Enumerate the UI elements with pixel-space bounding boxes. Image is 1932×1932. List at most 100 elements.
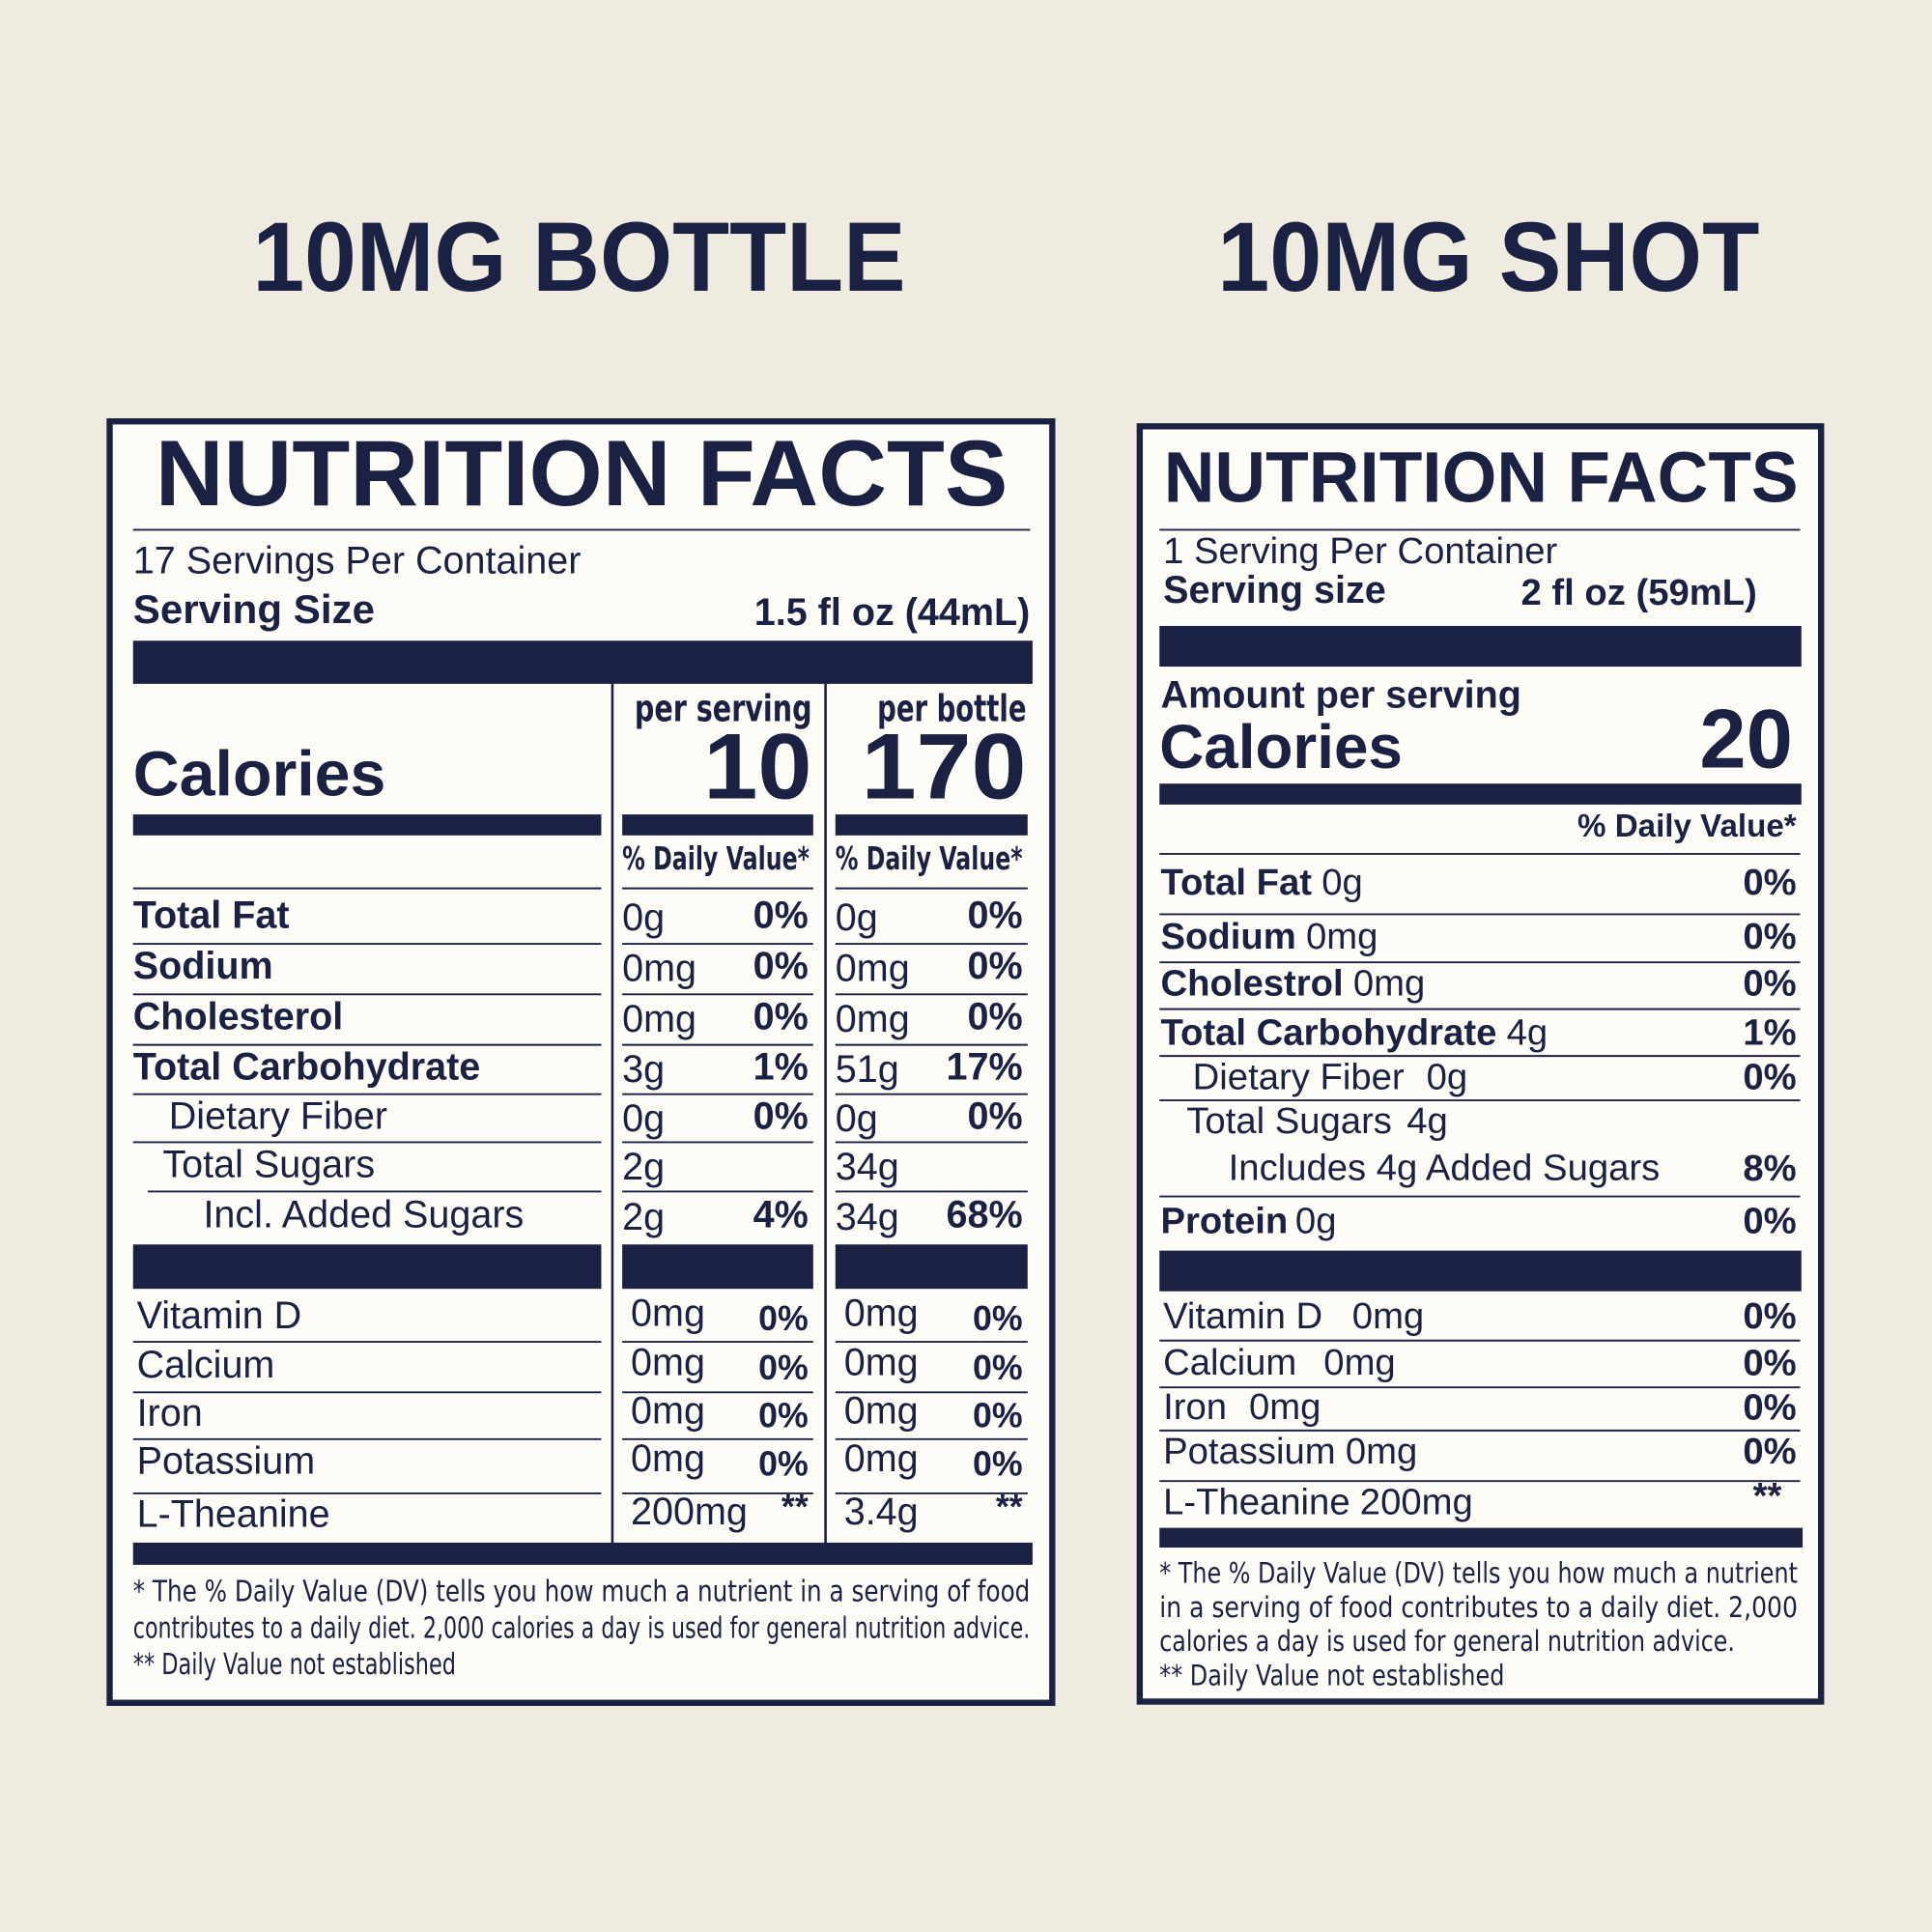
amount: 0mg (836, 998, 910, 1040)
column-header: per serving (635, 687, 812, 730)
amount: 0mg (631, 1389, 705, 1432)
amount: 0g (836, 896, 878, 939)
amount: 0g (622, 1097, 665, 1140)
daily-value: 0% (1743, 1431, 1796, 1472)
amount: 0mg (631, 1342, 705, 1384)
amount: 0g (836, 1097, 878, 1140)
nutrient-row: Vitamin D 0mg (1163, 1295, 1424, 1337)
amount: 0mg (622, 948, 696, 990)
daily-value: 0% (758, 1397, 809, 1435)
amount: 51g (836, 1048, 899, 1091)
rule-bar (1159, 783, 1802, 805)
serving-size-label: Serving size (1163, 569, 1386, 611)
amount: 0mg (631, 1437, 705, 1480)
nutrient-row: Total Fat 0g (1161, 862, 1363, 903)
nutrient-row: Includes 4g Added Sugars (1229, 1148, 1661, 1189)
rule-bar (1159, 625, 1802, 668)
footnote: contributes to a daily diet. 2,000 calor… (133, 1611, 1031, 1645)
rule-bar (1159, 1527, 1804, 1548)
amount: 4g (1406, 1100, 1448, 1142)
amount: 0mg (631, 1293, 705, 1335)
daily-value: 17% (947, 1046, 1023, 1089)
calories-value: 170 (862, 714, 1027, 819)
nutrient-name: Protein (1161, 1201, 1289, 1242)
amount: 0mg (844, 1342, 919, 1384)
dv-header: % Daily Value* (836, 839, 1023, 877)
footnote: calories a day is used for general nutri… (1159, 1625, 1735, 1658)
rule-bar (132, 1542, 1033, 1565)
daily-value: 4% (753, 1194, 809, 1236)
nutrient-name: Dietary Fiber (169, 1095, 387, 1138)
servings: 1 Serving Per Container (1163, 530, 1557, 572)
rule-bar (1159, 1250, 1802, 1292)
label-title: NUTRITION FACTS (156, 420, 1009, 526)
nutrient-name: Sodium (1161, 916, 1296, 957)
label-title: NUTRITION FACTS (1164, 438, 1799, 518)
amount: 0mg (844, 1389, 919, 1432)
amount: 0g (622, 896, 665, 939)
nutrient-name: Cholestrol (1161, 963, 1344, 1005)
daily-value: 0% (1743, 1386, 1796, 1428)
daily-value: 0% (968, 945, 1023, 987)
daily-value: 0% (1743, 963, 1796, 1005)
nutrient-name: Potassium (1163, 1431, 1336, 1472)
nutrient-name: Total Fat (133, 895, 290, 937)
footnote: ** Daily Value not established (133, 1648, 456, 1682)
serving-size: 1.5 fl oz (44mL) (754, 591, 1031, 634)
daily-value: 0% (973, 1349, 1023, 1387)
amount: 0mg (836, 948, 910, 990)
amount: 200mg (1360, 1482, 1473, 1523)
calories-value: 10 (703, 714, 811, 819)
rule-bar (622, 814, 813, 836)
nutrient-row: L-Theanine 200mg (1163, 1482, 1473, 1523)
nutrient-name: Iron (1163, 1386, 1227, 1428)
daily-value: 0% (1743, 862, 1796, 903)
daily-value: 0% (758, 1349, 809, 1387)
nutrient-row: Total Sugars 4g (1186, 1100, 1447, 1142)
nutrient-name: Calcium (1163, 1342, 1296, 1383)
daily-value: 0% (758, 1299, 809, 1338)
daily-value: 0% (973, 1444, 1023, 1483)
nutrient-name: Total Carbohydrate (1161, 1012, 1497, 1054)
amount: 0mg (844, 1293, 919, 1335)
daily-value: 0% (753, 995, 809, 1037)
nutrient-name: Dietary Fiber (1193, 1056, 1405, 1097)
nutrient-row: Potassium 0mg (1163, 1431, 1417, 1472)
daily-value: 0% (753, 1095, 809, 1138)
amount: 34g (836, 1196, 899, 1238)
daily-value: 0% (968, 895, 1023, 937)
amount: 0mg (622, 998, 696, 1040)
panel-heading: 10MG BOTTLE (252, 202, 905, 312)
daily-value: 1% (1743, 1012, 1796, 1054)
footnote: * The % Daily Value (DV) tells you how m… (1159, 1557, 1798, 1590)
label-box (106, 418, 1056, 1706)
daily-value: 0% (1743, 1056, 1796, 1097)
rule-bar (132, 640, 1033, 684)
vitamin-name: Vitamin D (137, 1294, 302, 1337)
nutrient-row: Total Carbohydrate 4g (1161, 1012, 1548, 1054)
daily-value: 0% (753, 895, 809, 937)
amount: 0mg (1249, 1386, 1321, 1428)
footnote: in a serving of food contributes to a da… (1159, 1591, 1798, 1624)
panel-heading: 10MG SHOT (1217, 202, 1759, 312)
daily-value: 0% (753, 945, 809, 987)
calories-value: 20 (1699, 693, 1792, 786)
nutrient-row: Protein 0g (1161, 1201, 1337, 1242)
calories-label: Calories (133, 739, 386, 810)
nutrient-row: Cholestrol 0mg (1161, 963, 1426, 1005)
daily-value: 0% (1743, 916, 1796, 957)
amount: 3g (622, 1048, 665, 1091)
footnote: * The % Daily Value (DV) tells you how m… (133, 1576, 1031, 1609)
nutrient-name: Includes 4g Added Sugars (1229, 1148, 1661, 1189)
servings: 17 Servings Per Container (133, 539, 582, 582)
daily-value: 0% (968, 1095, 1023, 1138)
amount: 2g (622, 1196, 665, 1238)
daily-value: 0% (1743, 1342, 1796, 1383)
dv-header: % Daily Value* (622, 839, 810, 877)
amount: 0g (1427, 1056, 1468, 1097)
vitamin-name: Iron (137, 1392, 203, 1435)
amount: 0mg (1323, 1342, 1395, 1383)
nutrient-name: Total Sugars (162, 1143, 375, 1185)
